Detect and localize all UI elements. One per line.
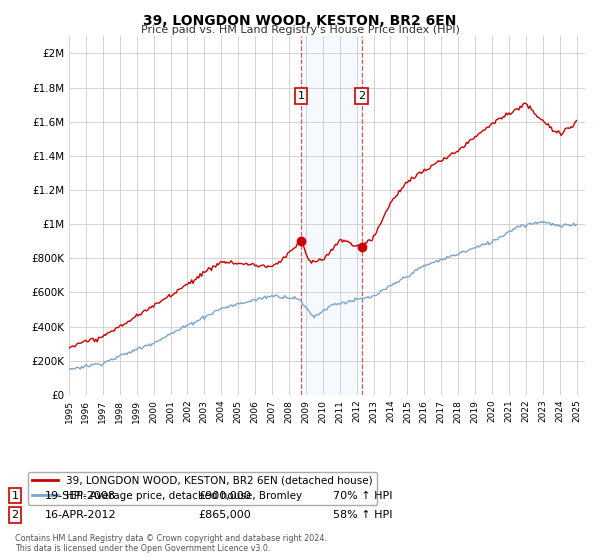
Legend: 39, LONGDON WOOD, KESTON, BR2 6EN (detached house), HPI: Average price, detached: 39, LONGDON WOOD, KESTON, BR2 6EN (detac…: [28, 472, 377, 505]
Text: 2: 2: [358, 91, 365, 101]
Text: 19-SEP-2008: 19-SEP-2008: [45, 491, 116, 501]
Text: 70% ↑ HPI: 70% ↑ HPI: [333, 491, 392, 501]
Text: £900,000: £900,000: [198, 491, 251, 501]
Text: 1: 1: [11, 491, 19, 501]
Text: 2: 2: [11, 510, 19, 520]
Text: 39, LONGDON WOOD, KESTON, BR2 6EN: 39, LONGDON WOOD, KESTON, BR2 6EN: [143, 14, 457, 28]
Bar: [301, 36, 362, 395]
Text: 1: 1: [298, 91, 305, 101]
Text: Contains HM Land Registry data © Crown copyright and database right 2024.
This d: Contains HM Land Registry data © Crown c…: [15, 534, 327, 553]
Text: Price paid vs. HM Land Registry's House Price Index (HPI): Price paid vs. HM Land Registry's House …: [140, 25, 460, 35]
Text: £865,000: £865,000: [198, 510, 251, 520]
Text: 16-APR-2012: 16-APR-2012: [45, 510, 116, 520]
Text: 58% ↑ HPI: 58% ↑ HPI: [333, 510, 392, 520]
